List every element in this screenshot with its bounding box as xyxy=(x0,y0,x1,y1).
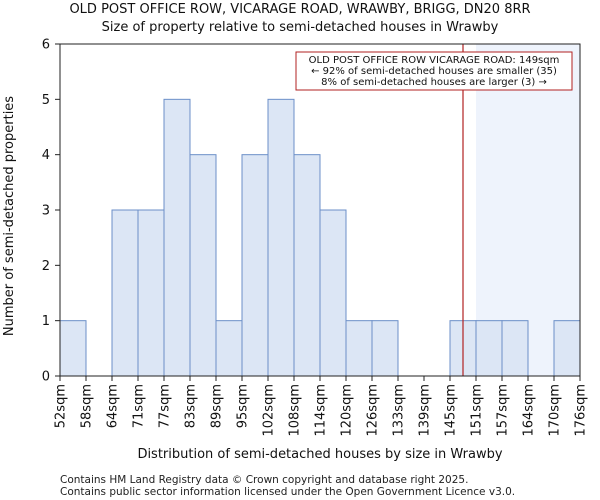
x-tick-label: 139sqm xyxy=(418,384,433,437)
x-tick-label: 176sqm xyxy=(574,384,589,437)
y-tick-label: 5 xyxy=(42,93,50,108)
y-tick-label: 0 xyxy=(42,370,50,385)
histogram-bar xyxy=(319,209,347,377)
y-ticks-group: 0 1 2 3 4 5 6 xyxy=(42,38,60,385)
y-tick-label: 2 xyxy=(42,259,50,274)
annotation-line-1: OLD POST OFFICE ROW VICARAGE ROAD: 149sq… xyxy=(309,55,560,66)
bars-group xyxy=(59,98,581,377)
histogram-bar xyxy=(475,320,503,377)
x-tick-label: 83sqm xyxy=(184,384,199,428)
annotation-line-3: 8% of semi-detached houses are larger (3… xyxy=(321,77,547,88)
annotation-line-2: ← 92% of semi-detached houses are smalle… xyxy=(311,66,557,77)
histogram-bar xyxy=(293,154,321,377)
chart-title: OLD POST OFFICE ROW, VICARAGE ROAD, WRAW… xyxy=(69,2,530,17)
attribution-line-1: Contains HM Land Registry data © Crown c… xyxy=(60,474,469,486)
x-tick-label: 58sqm xyxy=(80,384,95,428)
y-axis-title: Number of semi-detached properties xyxy=(2,96,17,336)
x-tick-label: 52sqm xyxy=(54,384,69,428)
histogram-bar xyxy=(215,320,243,377)
x-tick-label: 71sqm xyxy=(132,384,147,428)
histogram-bar xyxy=(371,320,399,377)
histogram-bar xyxy=(241,154,269,377)
attribution-line-2: Contains public sector information licen… xyxy=(60,486,516,498)
annotation-box: OLD POST OFFICE ROW VICARAGE ROAD: 149sq… xyxy=(295,51,573,91)
histogram-bar xyxy=(553,320,581,377)
x-tick-label: 120sqm xyxy=(340,384,355,437)
histogram-chart: OLD POST OFFICE ROW, VICARAGE ROAD, WRAW… xyxy=(2,2,589,462)
histogram-bar xyxy=(189,154,217,377)
histogram-bar xyxy=(267,98,295,377)
x-ticks-group: 52sqm 58sqm 64sqm 71sqm 77sqm 83sqm 89sqm 95sqm… xyxy=(54,376,589,437)
x-tick-label: 95sqm xyxy=(236,384,251,428)
x-tick-label: 126sqm xyxy=(366,384,381,437)
histogram-bar xyxy=(163,98,191,377)
x-tick-label: 89sqm xyxy=(210,384,225,428)
x-tick-label: 133sqm xyxy=(392,384,407,437)
x-tick-label: 102sqm xyxy=(262,384,277,437)
x-tick-label: 151sqm xyxy=(470,384,485,437)
histogram-bar xyxy=(501,320,529,377)
histogram-bar xyxy=(345,320,373,377)
x-tick-label: 64sqm xyxy=(106,384,121,428)
chart-subtitle: Size of property relative to semi-detach… xyxy=(102,20,499,35)
x-tick-label: 108sqm xyxy=(288,384,303,437)
x-axis-title: Distribution of semi-detached houses by … xyxy=(137,447,502,462)
histogram-bar xyxy=(111,209,139,377)
annotation-border xyxy=(295,51,573,91)
y-tick-label: 3 xyxy=(42,204,50,219)
y-tick-label: 1 xyxy=(42,314,50,329)
y-tick-label: 6 xyxy=(42,38,50,53)
attribution-footer: Contains HM Land Registry data © Crown c… xyxy=(60,474,515,498)
x-tick-label: 157sqm xyxy=(496,384,511,437)
histogram-bar xyxy=(59,320,87,377)
histogram-bar xyxy=(137,209,165,377)
x-tick-label: 77sqm xyxy=(158,384,173,428)
x-tick-label: 145sqm xyxy=(444,384,459,437)
y-tick-label: 4 xyxy=(42,148,50,163)
x-tick-label: 114sqm xyxy=(314,384,329,437)
x-tick-label: 164sqm xyxy=(522,384,537,437)
x-tick-label: 170sqm xyxy=(548,384,563,437)
